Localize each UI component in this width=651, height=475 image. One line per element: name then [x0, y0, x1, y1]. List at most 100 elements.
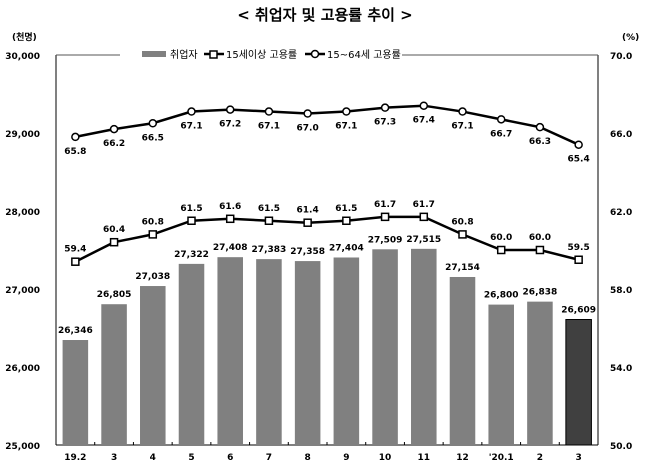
line-label: 67.1 [451, 122, 473, 132]
line-label: 67.0 [297, 124, 319, 134]
line-label: 59.5 [568, 243, 590, 253]
bar-label: 26,838 [523, 288, 558, 298]
bar-label: 27,154 [445, 263, 480, 273]
bar [178, 263, 205, 445]
bar [449, 276, 476, 445]
line-marker-square [535, 245, 545, 255]
line-label: 66.3 [529, 137, 551, 147]
line-label: 67.2 [219, 120, 241, 130]
line-marker-square [264, 216, 274, 225]
line-marker-square [380, 212, 390, 222]
line-label: 67.1 [180, 122, 202, 132]
line-label: 61.7 [413, 200, 435, 210]
line-label: 59.4 [64, 245, 86, 255]
line-marker-square [148, 230, 158, 239]
y-right-tick: 58.0 [610, 286, 632, 296]
line-marker-circle [458, 107, 467, 116]
legend-marker-square [209, 50, 218, 59]
legend-label: 취업자 [170, 48, 198, 61]
line-label: 65.8 [64, 147, 86, 157]
bar [294, 261, 321, 445]
line-marker-circle [380, 103, 390, 112]
bar-label: 27,515 [406, 235, 441, 245]
line-label: 60.4 [103, 225, 125, 235]
line-marker-circle [574, 140, 583, 149]
y-left-tick: 27,000 [5, 286, 40, 296]
x-tick-label: 5 [188, 453, 194, 463]
bar-label: 27,383 [252, 245, 287, 255]
y-right-unit: (%) [622, 33, 639, 43]
line-marker-circle [264, 107, 274, 116]
bar-label: 27,358 [290, 247, 325, 257]
y-right-tick: 62.0 [610, 208, 632, 218]
line-marker-circle [225, 105, 235, 114]
line-label: 61.7 [374, 200, 396, 210]
y-left-tick: 29,000 [5, 130, 40, 140]
line-marker-square [225, 214, 235, 224]
line-label: 60.0 [490, 233, 512, 243]
line-marker-square [419, 212, 429, 222]
bar [140, 286, 166, 445]
line-marker-circle [71, 132, 80, 142]
bar-label: 27,509 [368, 235, 403, 245]
bar [411, 248, 437, 445]
bar [372, 249, 398, 445]
line-marker-square [109, 237, 119, 247]
x-tick-label: 8 [305, 453, 311, 463]
line-label: 66.5 [142, 133, 164, 143]
line-marker-square [574, 255, 583, 264]
line-label: 67.1 [258, 122, 280, 132]
line-marker-circle [419, 101, 429, 110]
line-marker-square [342, 216, 351, 225]
line-marker-square [496, 245, 506, 255]
x-tick-label: 3 [111, 453, 117, 463]
bar [333, 257, 360, 445]
y-right-tick: 66.0 [610, 130, 632, 140]
legend-label: 15~64세 고용률 [327, 49, 401, 61]
x-tick-label: 10 [379, 453, 392, 463]
line-marker-square [303, 218, 312, 227]
x-tick-label: 12 [456, 453, 469, 463]
line-series [74, 215, 579, 263]
bar-label: 27,404 [329, 243, 364, 253]
line-label: 67.1 [335, 122, 357, 132]
y-right-tick: 54.0 [610, 364, 632, 374]
y-left-tick: 25,000 [5, 442, 40, 452]
line-label: 60.8 [142, 217, 164, 227]
chart-title: < 취업자 및 고용률 추이 > [237, 6, 412, 24]
bar-label: 26,800 [484, 291, 519, 301]
x-tick-label: 2 [537, 453, 543, 463]
x-tick-label: '20.1 [489, 453, 514, 463]
line-label: 67.3 [374, 118, 396, 128]
bar-label: 27,322 [174, 250, 209, 260]
bar [565, 318, 592, 446]
line-marker-circle [303, 109, 312, 118]
line-marker-circle [148, 119, 158, 128]
x-tick-label: 19.2 [64, 453, 86, 463]
x-tick-label: 11 [418, 453, 431, 463]
line-label: 67.4 [413, 116, 435, 126]
line-marker-circle [109, 124, 119, 134]
line-label: 61.6 [219, 202, 241, 212]
bar [217, 257, 243, 445]
y-right-tick: 50.0 [610, 442, 632, 452]
line-marker-square [458, 230, 467, 239]
line-label: 61.5 [258, 204, 280, 214]
line-label: 66.2 [103, 139, 125, 149]
y-left-unit: (천명) [12, 31, 37, 43]
x-tick-label: 3 [576, 453, 582, 463]
bar-label: 27,408 [213, 243, 248, 253]
line-marker-circle [496, 115, 506, 124]
line-label: 65.4 [568, 155, 590, 165]
bar-label: 26,346 [58, 326, 93, 336]
bar [527, 301, 553, 445]
legend-marker-circle [310, 49, 320, 59]
x-tick-label: 7 [266, 453, 272, 463]
line-series [75, 104, 580, 146]
bar-label: 26,805 [97, 290, 132, 300]
line-label: 66.7 [490, 129, 512, 139]
bar [62, 340, 89, 445]
line-label: 60.0 [529, 233, 551, 243]
